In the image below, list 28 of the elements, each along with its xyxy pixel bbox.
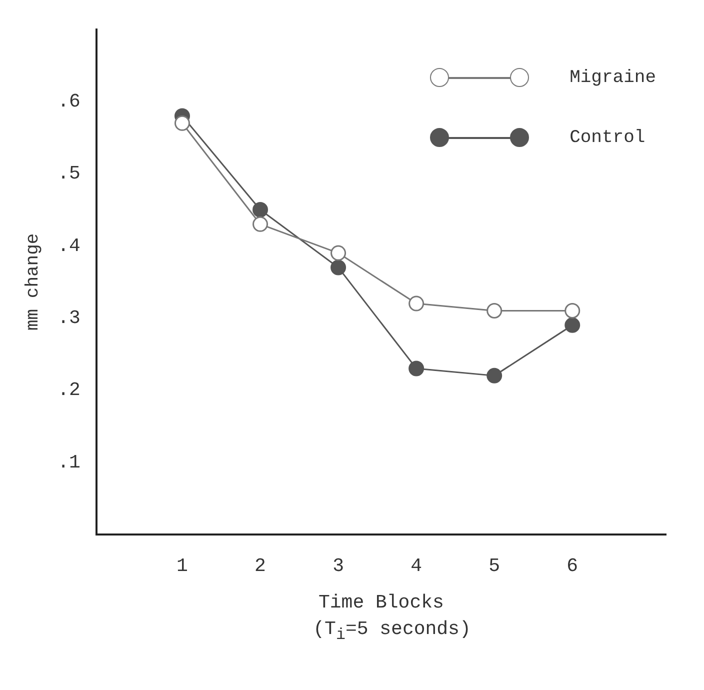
point — [564, 303, 580, 319]
y-tick-label: .6 — [58, 90, 80, 113]
point — [564, 317, 580, 333]
x-tick-label: 6 — [566, 554, 578, 577]
x-tick-label: 2 — [254, 554, 266, 577]
legend-label: Migraine — [570, 68, 656, 88]
point — [330, 260, 346, 276]
x-tick-label: 1 — [176, 554, 188, 577]
text: (T$_{i}$=5 seconds) — [312, 618, 472, 644]
y-tick-label: .2 — [58, 379, 80, 402]
y-tick-label: .3 — [58, 307, 80, 330]
x-axis-title: Time Blocks — [318, 592, 444, 614]
y-tick-label: .4 — [58, 234, 80, 257]
point — [252, 216, 268, 232]
point — [486, 303, 502, 319]
point — [330, 245, 346, 261]
point — [486, 368, 502, 384]
y-tick-label: .5 — [58, 162, 80, 185]
x-tick-label: 3 — [332, 554, 344, 577]
y-tick-label: .1 — [58, 451, 80, 474]
y-axis-title: mm change — [24, 233, 44, 331]
point — [408, 296, 424, 312]
x-tick-label: 4 — [410, 554, 422, 577]
legend-label: Control — [570, 128, 646, 148]
point — [174, 115, 190, 131]
x-tick-label: 5 — [488, 554, 500, 577]
point — [408, 360, 424, 376]
point — [252, 202, 268, 218]
